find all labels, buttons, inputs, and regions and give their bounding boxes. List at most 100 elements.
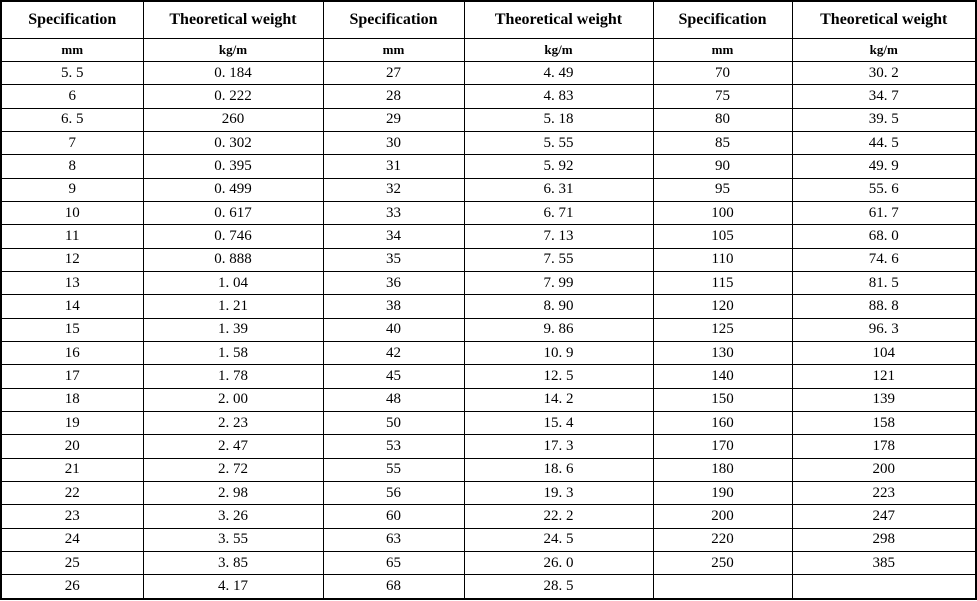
spec-cell: 190 [652, 480, 793, 506]
weight-cell: 247 [791, 504, 977, 529]
unit-kg-per-m: kg/m [142, 38, 324, 62]
table-row: 12 0. 888 35 7. 55 110 74. 6 [0, 247, 977, 272]
weight-cell: 2. 72 [142, 457, 324, 482]
spec-cell: 75 [652, 84, 793, 109]
spec-cell: 33 [322, 200, 465, 226]
weight-cell: 223 [791, 480, 977, 506]
weight-cell: 19. 3 [463, 480, 654, 506]
spec-cell: 65 [322, 550, 465, 576]
weight-cell: 1. 04 [142, 270, 324, 296]
unit-kg-per-m: kg/m [791, 38, 977, 62]
spec-cell: 29 [322, 107, 465, 132]
weight-cell: 10. 9 [463, 340, 654, 366]
weight-cell: 5. 92 [463, 154, 654, 179]
weight-cell: 298 [791, 527, 977, 552]
spec-cell: 120 [652, 294, 793, 319]
weight-cell: 12. 5 [463, 364, 654, 389]
spec-cell: 100 [652, 200, 793, 226]
spec-cell: 11 [0, 224, 144, 249]
spec-cell: 60 [322, 504, 465, 529]
weight-cell: 28. 5 [463, 574, 654, 600]
weight-cell: 200 [791, 457, 977, 482]
spec-cell: 20 [0, 434, 144, 459]
spec-cell: 14 [0, 294, 144, 319]
weight-cell: 6. 71 [463, 200, 654, 226]
spec-cell: 27 [322, 60, 465, 86]
spec-cell: 45 [322, 364, 465, 389]
header-specification: Specification [0, 0, 144, 39]
spec-cell: 40 [322, 317, 465, 342]
weight-cell: 3. 85 [142, 550, 324, 576]
weight-cell: 2. 98 [142, 480, 324, 506]
unit-mm: mm [322, 38, 465, 62]
spec-cell: 90 [652, 154, 793, 179]
spec-cell: 23 [0, 504, 144, 529]
spec-cell: 48 [322, 387, 465, 412]
spec-cell: 34 [322, 224, 465, 249]
weight-cell: 44. 5 [791, 130, 977, 156]
weight-cell: 9. 86 [463, 317, 654, 342]
spec-cell: 17 [0, 364, 144, 389]
spec-cell: 130 [652, 340, 793, 366]
table-row: 9 0. 499 32 6. 31 95 55. 6 [0, 177, 977, 202]
weight-cell: 0. 222 [142, 84, 324, 109]
table-row: 18 2. 00 48 14. 2 150 139 [0, 387, 977, 412]
unit-kg-per-m: kg/m [463, 38, 654, 62]
spec-cell: 70 [652, 60, 793, 86]
table-row: 26 4. 17 68 28. 5 [0, 574, 977, 600]
spec-cell: 110 [652, 247, 793, 272]
weight-cell: 68. 0 [791, 224, 977, 249]
weight-cell: 7. 55 [463, 247, 654, 272]
spec-cell: 140 [652, 364, 793, 389]
weight-cell: 22. 2 [463, 504, 654, 529]
header-row: Specification Theoretical weight Specifica… [0, 0, 977, 39]
table-row: 17 1. 78 45 12. 5 140 121 [0, 364, 977, 389]
table-row: 6. 5 260 29 5. 18 80 39. 5 [0, 107, 977, 132]
weight-cell: 104 [791, 340, 977, 366]
table-row: 5. 5 0. 184 27 4. 49 70 30. 2 [0, 60, 977, 86]
spec-cell: 115 [652, 270, 793, 296]
table-row: 14 1. 21 38 8. 90 120 88. 8 [0, 294, 977, 319]
weight-cell: 0. 746 [142, 224, 324, 249]
spec-cell: 5. 5 [0, 60, 144, 86]
weight-cell: 61. 7 [791, 200, 977, 226]
spec-cell: 18 [0, 387, 144, 412]
weight-cell: 2. 00 [142, 387, 324, 412]
header-theoretical-weight: Theoretical weight [791, 0, 977, 39]
header-specification: Specification [322, 0, 465, 39]
spec-cell: 22 [0, 480, 144, 506]
weight-cell: 121 [791, 364, 977, 389]
spec-cell: 38 [322, 294, 465, 319]
spec-cell: 95 [652, 177, 793, 202]
weight-cell: 88. 8 [791, 294, 977, 319]
spec-cell: 36 [322, 270, 465, 296]
spec-cell: 32 [322, 177, 465, 202]
weight-cell: 7. 13 [463, 224, 654, 249]
unit-mm: mm [0, 38, 144, 62]
spec-cell: 200 [652, 504, 793, 529]
spec-cell: 8 [0, 154, 144, 179]
header-theoretical-weight: Theoretical weight [142, 0, 324, 39]
table-row: 16 1. 58 42 10. 9 130 104 [0, 340, 977, 366]
spec-cell: 15 [0, 317, 144, 342]
table-row: 21 2. 72 55 18. 6 180 200 [0, 457, 977, 482]
weight-cell: 49. 9 [791, 154, 977, 179]
weight-cell: 96. 3 [791, 317, 977, 342]
spec-cell: 26 [0, 574, 144, 600]
weight-cell: 18. 6 [463, 457, 654, 482]
spec-cell: 6 [0, 84, 144, 109]
table-row: 20 2. 47 53 17. 3 170 178 [0, 434, 977, 459]
weight-cell: 0. 302 [142, 130, 324, 156]
spec-cell: 16 [0, 340, 144, 366]
table-row: 22 2. 98 56 19. 3 190 223 [0, 480, 977, 506]
spec-cell: 25 [0, 550, 144, 576]
spec-cell: 170 [652, 434, 793, 459]
table-row: 19 2. 23 50 15. 4 160 158 [0, 410, 977, 436]
weight-cell: 0. 617 [142, 200, 324, 226]
spec-cell: 6. 5 [0, 107, 144, 132]
weight-cell: 3. 55 [142, 527, 324, 552]
table-row: 23 3. 26 60 22. 2 200 247 [0, 504, 977, 529]
spec-cell: 10 [0, 200, 144, 226]
